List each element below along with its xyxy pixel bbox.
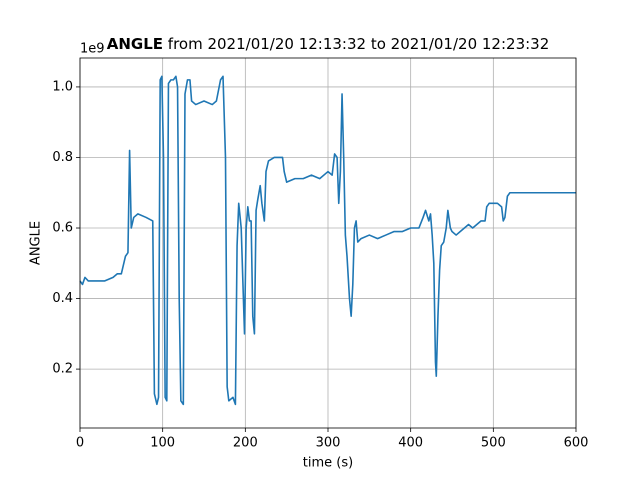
data-line xyxy=(79,75,576,406)
title-rest: from 2021/01/20 12:13:32 to 2021/01/20 1… xyxy=(168,35,549,53)
x-tick-label: 600 xyxy=(564,436,589,451)
y-axis-label: ANGLE xyxy=(29,221,44,265)
x-tick-label: 500 xyxy=(481,436,506,451)
x-tick-label: 200 xyxy=(233,436,258,451)
plot-frame xyxy=(79,57,577,429)
x-tick-label: 100 xyxy=(150,436,175,451)
y-tick-label: 0.8 xyxy=(52,150,73,165)
title-bold: ANGLE xyxy=(107,35,163,53)
y-offset-label: 1e9 xyxy=(80,42,105,57)
x-axis-label: time (s) xyxy=(303,456,353,471)
x-tick-label: 0 xyxy=(76,436,84,451)
x-tick-label: 400 xyxy=(398,436,423,451)
y-tick-label: 0.2 xyxy=(52,362,73,377)
chart-title: ANGLE from 2021/01/20 12:13:32 to 2021/0… xyxy=(107,35,550,53)
y-tick-label: 1.0 xyxy=(52,79,73,94)
y-tick-label: 0.4 xyxy=(52,291,73,306)
y-tick-label: 0.6 xyxy=(52,221,73,236)
x-tick-label: 300 xyxy=(316,436,341,451)
